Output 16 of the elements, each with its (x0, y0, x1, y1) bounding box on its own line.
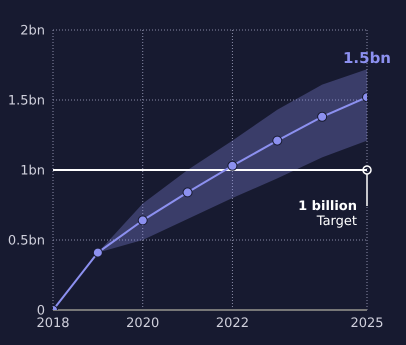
point (138, 215, 148, 226)
y-tick-label: 1bn (20, 164, 45, 179)
point (92, 248, 103, 258)
annotation: 1.5bn (343, 49, 391, 68)
y-tick-label: 1.5bn (8, 94, 45, 109)
x-tick-label: 2018 (36, 316, 70, 332)
y-tick-label: 0.5bn (8, 234, 45, 249)
x-tick-label: 2022 (216, 316, 249, 332)
point (272, 136, 282, 146)
x-tick-label: 2020 (126, 316, 160, 332)
ref-line-label: 1 billion Target (298, 199, 357, 229)
x-tick-label: 2025 (350, 316, 384, 332)
point (317, 112, 328, 122)
y-tick-label: 2bn (20, 24, 45, 39)
point (182, 187, 193, 198)
point (227, 160, 238, 171)
